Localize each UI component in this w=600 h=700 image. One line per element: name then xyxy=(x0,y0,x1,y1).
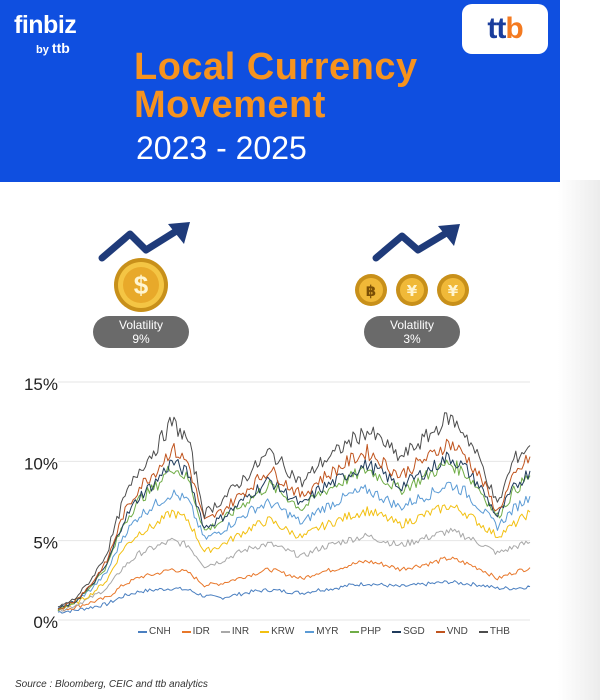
chart-series xyxy=(57,412,531,614)
page-title: Local Currency Movement xyxy=(134,48,418,124)
legend-item-thb: THB xyxy=(478,626,510,637)
finbiz-logo: finbiz by ttb xyxy=(14,11,77,56)
baht-symbol: ฿ xyxy=(366,282,376,300)
y-axis-ticks: 0% 5% 10% 15% xyxy=(24,375,58,630)
trend-arrow-icon xyxy=(98,222,190,262)
chart-grid xyxy=(58,381,530,621)
volatility-label: Volatility xyxy=(118,318,164,332)
legend-item-sgd: SGD xyxy=(392,626,425,637)
year-range: 2023 - 2025 xyxy=(136,130,307,166)
volatility-value: 3% xyxy=(403,332,421,346)
series-line-thb xyxy=(57,412,531,608)
y-tick-label: 15% xyxy=(24,375,58,394)
legend-item-inr: INR xyxy=(220,626,250,637)
y-tick-label: 10% xyxy=(24,454,58,473)
series-line-myr xyxy=(57,481,531,610)
legend-item-myr: MYR xyxy=(305,626,339,637)
legend-item-idr: IDR xyxy=(181,626,210,637)
yen-symbol: ¥ xyxy=(448,282,459,300)
legend-label: MYR xyxy=(316,626,339,637)
legend-swatch xyxy=(478,630,488,633)
brand-by-line: by ttb xyxy=(36,40,76,56)
legend-item-vnd: VND xyxy=(435,626,468,637)
legend-label: VND xyxy=(446,626,468,637)
legend-label: PHP xyxy=(360,626,382,637)
legend-swatch xyxy=(349,630,359,633)
brand-name: finbiz xyxy=(14,11,77,39)
asian-coins-icon: ฿ ¥ ¥ xyxy=(355,274,469,306)
legend-swatch xyxy=(392,630,402,633)
legend-label: THB xyxy=(489,626,510,637)
volatility-value: 9% xyxy=(132,332,150,346)
legend-item-php: PHP xyxy=(349,626,382,637)
volatility-pill-right: Volatility 3% xyxy=(364,316,460,348)
y-tick-label: 5% xyxy=(33,534,58,553)
volatility-label: Volatility xyxy=(389,318,435,332)
series-line-inr xyxy=(57,527,531,612)
logo-t1: t xyxy=(487,12,497,45)
series-line-krw xyxy=(57,504,531,610)
series-line-sgd xyxy=(57,451,531,610)
dollar-coin-icon: $ xyxy=(114,258,168,312)
logo-t2: t xyxy=(496,12,506,45)
legend-swatch xyxy=(260,630,270,633)
title-line-1: Local Currency xyxy=(134,46,418,88)
legend-swatch xyxy=(435,630,445,633)
legend-swatch xyxy=(305,630,315,633)
side-shadow xyxy=(558,180,600,700)
series-line-vnd xyxy=(57,438,531,610)
brand-by: by xyxy=(36,44,49,56)
volatility-pill-left: Volatility 9% xyxy=(93,316,189,348)
legend-item-krw: KRW xyxy=(260,626,294,637)
legend-label: CNH xyxy=(149,626,171,637)
legend-label: SGD xyxy=(403,626,425,637)
yen-coin-icon: ¥ xyxy=(396,274,428,306)
chart-legend: CNH IDR INR KRW MYR PHP SGD VND THB xyxy=(138,626,510,637)
trend-arrow-icon xyxy=(372,224,460,262)
legend-swatch xyxy=(138,630,147,633)
series-line-idr xyxy=(57,556,531,612)
logo-b: b xyxy=(505,12,523,45)
yen-coin-icon: ¥ xyxy=(437,274,469,306)
legend-swatch xyxy=(220,630,230,633)
yen-symbol: ¥ xyxy=(407,282,418,300)
legend-label: INR xyxy=(231,626,250,637)
y-tick-label: 0% xyxy=(33,613,58,630)
brand-by-ttb: ttb xyxy=(51,40,70,56)
dollar-symbol: $ xyxy=(134,270,149,300)
legend-swatch xyxy=(181,630,191,633)
legend-item-cnh: CNH xyxy=(138,626,171,637)
title-line-2: Movement xyxy=(134,84,326,126)
baht-coin-icon: ฿ xyxy=(355,274,387,306)
series-line-cnh xyxy=(57,580,531,614)
source-note: Source : Bloomberg, CEIC and ttb analyti… xyxy=(15,679,208,690)
legend-label: IDR xyxy=(192,626,210,637)
legend-label: KRW xyxy=(271,626,295,637)
currency-line-chart: 0% 5% 10% 15% xyxy=(24,375,531,630)
